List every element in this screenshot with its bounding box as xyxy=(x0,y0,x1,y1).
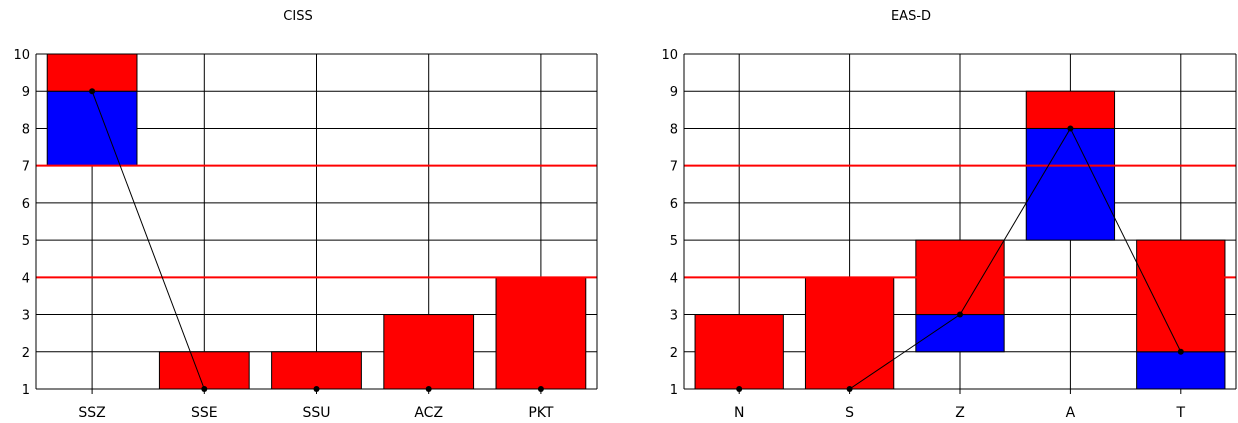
series-point xyxy=(957,311,963,318)
chart-title: CISS xyxy=(283,9,312,24)
bar-red xyxy=(271,351,362,390)
x-tick-label: SSZ xyxy=(78,405,105,421)
x-tick-label: S xyxy=(845,405,854,421)
y-tick-label: 3 xyxy=(22,309,30,324)
y-tick-label: 6 xyxy=(22,197,30,212)
bar-blue xyxy=(915,314,1005,353)
x-tick-label: SSU xyxy=(302,405,330,421)
y-tick-label: 9 xyxy=(22,85,30,100)
y-tick-label: 4 xyxy=(670,271,678,286)
x-tick-label: SSE xyxy=(191,405,218,421)
y-tick-label: 4 xyxy=(22,271,30,286)
chart-title: EAS-D xyxy=(891,9,931,24)
series-point xyxy=(201,386,208,392)
chart-eas-d: EAS-D 1 2 3 4 5 6 7 8 9 10 N S Z A T xyxy=(620,0,1238,423)
bar-blue xyxy=(1025,127,1116,241)
bar-blue xyxy=(1136,351,1226,390)
series-point xyxy=(425,386,432,392)
y-tick-label: 6 xyxy=(670,197,678,212)
y-tick-label: 8 xyxy=(670,122,678,137)
bar-blue xyxy=(46,90,138,167)
series-point xyxy=(313,386,320,392)
bar-red xyxy=(694,314,784,390)
y-tick-label: 5 xyxy=(670,234,678,249)
y-tick-label: 7 xyxy=(670,160,678,175)
bar-red xyxy=(1136,239,1226,353)
bar-red xyxy=(158,351,250,390)
bar-red xyxy=(804,276,895,390)
bar-red xyxy=(46,53,138,92)
series-point xyxy=(736,386,743,392)
series-point xyxy=(846,386,853,392)
y-tick-label: 1 xyxy=(22,383,30,398)
x-tick-label: PKT xyxy=(528,405,554,421)
y-tick-label: 2 xyxy=(670,346,678,361)
y-tick-label: 3 xyxy=(670,309,678,324)
bar-red xyxy=(383,314,475,390)
x-tick-label: ACZ xyxy=(414,405,443,421)
series-point xyxy=(1067,125,1074,132)
y-tick-label: 9 xyxy=(670,85,678,100)
bar-red xyxy=(1025,90,1116,129)
x-tick-label: A xyxy=(1066,405,1076,421)
y-tick-label: 1 xyxy=(670,383,678,398)
y-tick-label: 2 xyxy=(22,346,30,361)
x-tick-label: Z xyxy=(955,405,965,421)
chart-ciss-svg: CISS 1 2 3 4 5 6 7 8 9 10 SSZ SSE SSU ACZ PKT xyxy=(13,9,598,421)
x-tick-label: N xyxy=(734,405,744,421)
series-point xyxy=(89,88,96,95)
chart-ciss: CISS 1 2 3 4 5 6 7 8 9 10 SSZ SSE SSU ACZ PKT xyxy=(13,9,598,421)
x-tick-label: T xyxy=(1176,405,1186,421)
chart-eas-d-svg: EAS-D 1 2 3 4 5 6 7 8 9 10 N S Z A T xyxy=(661,9,1237,421)
y-tick-label: 10 xyxy=(13,48,30,63)
y-tick-label: 7 xyxy=(22,160,30,175)
y-tick-label: 10 xyxy=(661,48,678,63)
series-point xyxy=(1177,348,1184,355)
y-tick-label: 5 xyxy=(22,234,30,249)
series-point xyxy=(537,386,544,392)
y-tick-label: 8 xyxy=(22,122,30,137)
bar-red xyxy=(495,276,587,390)
